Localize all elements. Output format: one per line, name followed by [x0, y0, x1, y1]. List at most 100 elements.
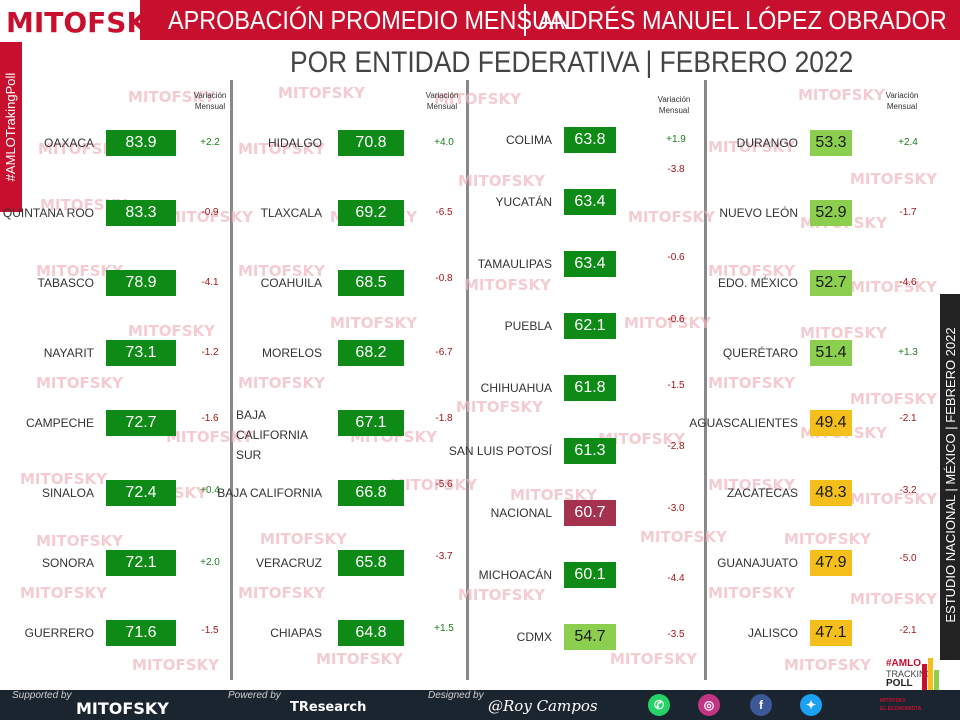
- monthly-variation: +0.4: [200, 485, 220, 496]
- badge-brand1: MITOFSKY: [880, 698, 906, 704]
- column-divider: [704, 80, 707, 680]
- approval-value: 61.3: [564, 438, 616, 464]
- watermark-logo: MITOFSKY: [128, 322, 216, 340]
- state-label: QUERÉTARO: [722, 346, 798, 360]
- watermark-logo: MITOFSKY: [850, 278, 938, 296]
- state-label: ZACATECAS: [726, 486, 798, 500]
- approval-value: 47.9: [810, 550, 852, 576]
- approval-value: 83.9: [106, 130, 176, 156]
- watermark-logo: MITOFSKY: [36, 374, 124, 392]
- state-label: TAMAULIPAS: [477, 257, 552, 271]
- watermark-logo: MITOFSKY: [708, 476, 796, 494]
- state-label: SAN LUIS POTOSÍ: [448, 444, 552, 458]
- state-label: CDMX: [516, 630, 552, 644]
- approval-value: 54.7: [564, 624, 616, 650]
- watermark-logo: MITOFSKY: [38, 140, 126, 158]
- watermark-logo: MITOFSKY: [640, 528, 728, 546]
- monthly-variation: -0.6: [667, 314, 685, 325]
- approval-value: 61.8: [564, 375, 616, 401]
- monthly-variation: +1.3: [898, 347, 918, 358]
- badge-tracking: TRACKING: [886, 669, 933, 679]
- approval-value: 48.3: [810, 480, 852, 506]
- monthly-variation: -4.4: [667, 573, 685, 584]
- watermark-logo: MITOFSKY: [316, 650, 404, 668]
- watermark-logo: MITOFSKY: [510, 486, 598, 504]
- powered-by-label: Powered by: [228, 690, 281, 701]
- watermark-logo: MITOFSKY: [850, 390, 938, 408]
- approval-value: 67.1: [338, 410, 404, 436]
- approval-value: 69.2: [338, 200, 404, 226]
- watermark-logo: MITOFSKY: [458, 586, 546, 604]
- approval-value: 60.1: [564, 562, 616, 588]
- state-label: DURANGO: [736, 136, 798, 150]
- monthly-variation: -2.8: [667, 441, 685, 452]
- state-label: JALISCO: [747, 626, 798, 640]
- monthly-variation: -4.6: [899, 277, 917, 288]
- approval-value: 73.1: [106, 340, 176, 366]
- monthly-variation: -0.6: [667, 252, 685, 263]
- watermark-logo: MITOFSKY: [20, 584, 108, 602]
- watermark-logo: MITOFSKY: [238, 140, 326, 158]
- watermark-logo: MITOFSKY: [456, 398, 544, 416]
- approval-value: 66.8: [338, 480, 404, 506]
- watermark-logo: MITOFSKY: [628, 208, 716, 226]
- watermark-logo: MITOFSKY: [708, 374, 796, 392]
- watermark-logo: MITOFSKY: [166, 208, 254, 226]
- monthly-variation: +2.0: [200, 557, 220, 568]
- watermark-logo: MITOFSKY: [598, 430, 686, 448]
- hashtag-label: #AMLOTrakingPoll: [3, 72, 18, 182]
- variation-header: Variación Mensual: [425, 91, 459, 111]
- approval-value: 72.1: [106, 550, 176, 576]
- monthly-variation: -2.1: [899, 625, 917, 636]
- approval-value: 72.4: [106, 480, 176, 506]
- monthly-variation: -6.5: [435, 207, 453, 218]
- watermark-logo: MITOFSKY: [624, 314, 712, 332]
- monthly-variation: +4.0: [434, 137, 454, 148]
- approval-value: 52.9: [810, 200, 852, 226]
- approval-value: 68.2: [338, 340, 404, 366]
- watermark-logo: MITOFSKY: [708, 138, 796, 156]
- state-label: GUANAJUATO: [717, 556, 798, 570]
- chart-subtitle: POR ENTIDAD FEDERATIVA | FEBRERO 2022: [290, 46, 854, 79]
- approval-value: 52.7: [810, 270, 852, 296]
- monthly-variation: +2.2: [200, 137, 220, 148]
- state-label: SONORA: [41, 556, 94, 570]
- monthly-variation: +2.4: [898, 137, 918, 148]
- approval-value: 63.8: [564, 127, 616, 153]
- state-label: CHIHUAHUA: [480, 381, 552, 395]
- whatsapp-icon[interactable]: ✆: [648, 694, 670, 716]
- supported-by-brand: MITOFSKY: [76, 699, 169, 718]
- badge-poll: POLL: [886, 678, 913, 689]
- approval-value: 62.1: [564, 313, 616, 339]
- twitter-icon[interactable]: ✦: [800, 694, 822, 716]
- watermark-logo: MITOFSKY: [36, 262, 124, 280]
- designer-signature: @Roy Campos: [488, 697, 598, 715]
- watermark-logo: MITOFSKY: [238, 374, 326, 392]
- facebook-icon[interactable]: f: [750, 694, 772, 716]
- monthly-variation: -3.0: [667, 503, 685, 514]
- state-label: HIDALGO: [267, 136, 322, 150]
- state-label: CAMPECHE: [25, 416, 94, 430]
- state-label: BAJA CALIFORNIA SUR: [236, 408, 308, 462]
- instagram-icon[interactable]: ◎: [698, 694, 720, 716]
- watermark-logo: MITOFSKY: [260, 530, 348, 548]
- watermark-logo: MITOFSKY: [784, 656, 872, 674]
- watermark-logo: MITOFSKY: [166, 428, 254, 446]
- watermark-logo: MITOFSKY: [800, 324, 888, 342]
- approval-value: 64.8: [338, 620, 404, 646]
- chart-title-left: APROBACIÓN PROMEDIO MENSUAL: [168, 5, 578, 35]
- approval-value: 49.4: [810, 410, 852, 436]
- monthly-variation: -1.5: [667, 380, 685, 391]
- side-label-bar: [940, 294, 960, 660]
- monthly-variation: -1.5: [201, 625, 219, 636]
- watermark-logo: MITOFSKY: [458, 172, 546, 190]
- monthly-variation: -3.2: [899, 485, 917, 496]
- monthly-variation: +1.5: [434, 623, 454, 634]
- title-divider: [524, 4, 526, 36]
- monthly-variation: -6.7: [435, 347, 453, 358]
- monthly-variation: -1.2: [201, 347, 219, 358]
- monthly-variation: -1.6: [201, 413, 219, 424]
- state-label: SINALOA: [41, 486, 94, 500]
- watermark-logo: MITOFSKY: [464, 276, 552, 294]
- approval-value: 71.6: [106, 620, 176, 646]
